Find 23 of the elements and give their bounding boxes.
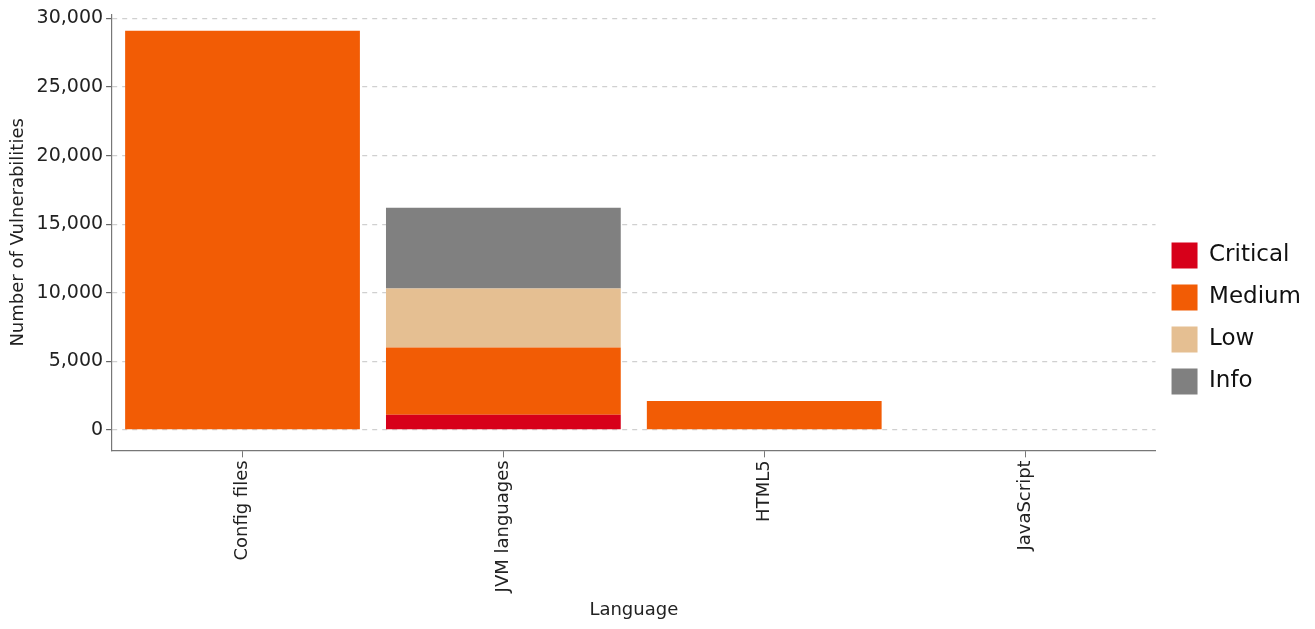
legend-label: Info: [1209, 366, 1253, 393]
legend-label: Low: [1209, 324, 1255, 351]
x-tick-label: JVM languages: [491, 460, 513, 594]
y-tick-label: 5,000: [48, 348, 104, 371]
x-tick-label: HTML5: [751, 460, 773, 522]
y-tick-label: 20,000: [36, 142, 104, 165]
x-tick-label: JavaScript: [1012, 460, 1034, 552]
legend-label: Critical: [1209, 240, 1290, 267]
y-tick-label: 15,000: [36, 211, 104, 234]
y-tick-label: 30,000: [36, 5, 104, 28]
y-tick-label: 0: [90, 416, 104, 439]
y-axis-title: Number of Vulnerabilities: [6, 118, 28, 347]
bar: [125, 30, 360, 430]
bar: [385, 288, 621, 348]
y-tick-label: 25,000: [36, 73, 104, 96]
bar: [385, 347, 621, 415]
x-tick-label: Config files: [230, 460, 252, 561]
bar: [385, 414, 621, 430]
bar: [646, 400, 882, 430]
legend-label: Medium: [1209, 282, 1301, 309]
y-tick-label: 10,000: [36, 279, 104, 302]
x-axis-title: Language: [589, 597, 679, 619]
bar: [385, 207, 621, 289]
